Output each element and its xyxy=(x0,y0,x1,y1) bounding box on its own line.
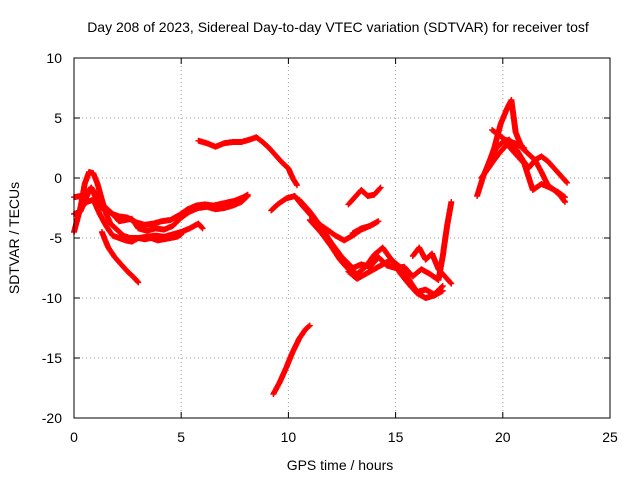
y-tick-label: -15 xyxy=(42,350,62,366)
x-tick-label: 25 xyxy=(602,429,618,445)
data-series xyxy=(71,97,571,397)
series-track-4 xyxy=(77,196,185,245)
data-point-markers xyxy=(98,229,142,286)
axis-ticks: 0 5 10 15 20 25 -20 -15 -10 -5 0 5 10 xyxy=(42,50,618,445)
series-track-11 xyxy=(345,184,384,208)
y-axis-label: SDTVAR / TECUs xyxy=(6,182,22,294)
x-tick-label: 0 xyxy=(70,429,78,445)
x-tick-label: 15 xyxy=(388,429,404,445)
y-tick-label: 10 xyxy=(46,50,62,66)
x-axis-label: GPS time / hours xyxy=(287,457,394,473)
y-tick-label: 0 xyxy=(54,170,62,186)
x-tick-label: 20 xyxy=(495,429,511,445)
data-point-markers xyxy=(195,134,300,189)
data-point-markers xyxy=(270,322,313,397)
data-point-markers xyxy=(345,184,384,208)
data-point-markers xyxy=(489,127,528,151)
y-tick-label: -20 xyxy=(42,410,62,426)
y-tick-label: -5 xyxy=(50,230,63,246)
chart-title: Day 208 of 2023, Sidereal Day-to-day VTE… xyxy=(87,19,589,35)
x-tick-label: 5 xyxy=(177,429,185,445)
y-tick-label: 5 xyxy=(54,110,62,126)
series-track-6 xyxy=(195,134,300,189)
series-track-18 xyxy=(489,127,528,151)
series-track-12 xyxy=(349,218,382,237)
data-point-markers xyxy=(409,244,455,287)
series-track-5 xyxy=(98,229,142,286)
data-point-markers xyxy=(349,218,382,237)
series-track-14 xyxy=(270,322,313,397)
series-track-13 xyxy=(409,244,455,287)
data-point-markers xyxy=(77,196,185,245)
x-tick-label: 10 xyxy=(281,429,297,445)
data-point-markers xyxy=(478,141,568,201)
y-tick-label: -10 xyxy=(42,290,62,306)
series-track-17 xyxy=(478,141,568,201)
data-point-markers xyxy=(345,256,446,301)
series-track-10 xyxy=(345,256,446,301)
